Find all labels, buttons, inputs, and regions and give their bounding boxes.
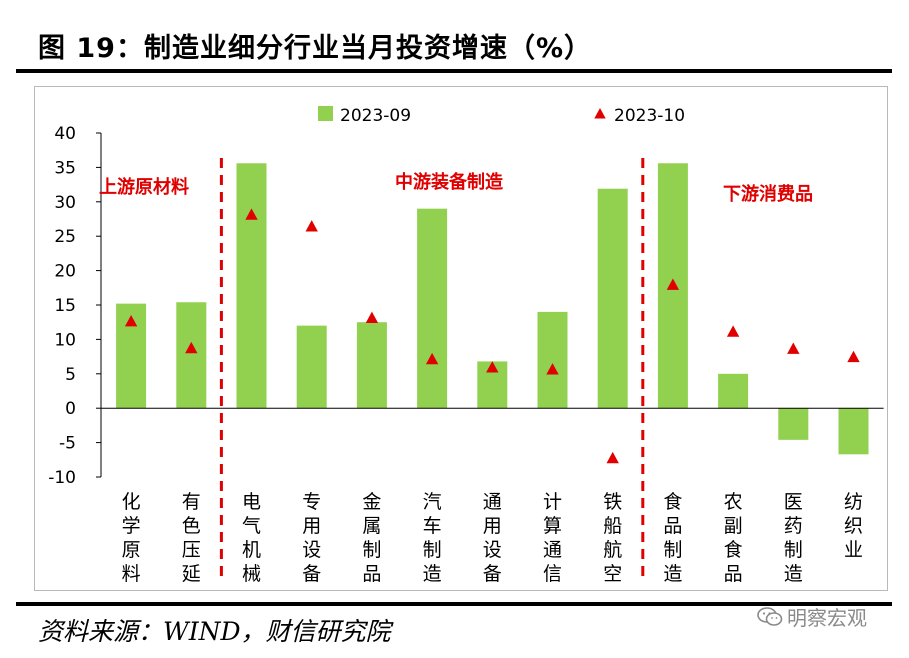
marker-2023-10	[185, 341, 198, 354]
marker-2023-10	[425, 352, 439, 365]
x-tick-label: 医药制造	[784, 491, 803, 585]
bar-2023-09	[356, 322, 387, 409]
x-tick-label: 纺织业	[844, 491, 863, 561]
bar-2023-09	[176, 302, 207, 409]
y-tick-label: 35	[54, 158, 76, 178]
y-tick-label: 30	[54, 193, 76, 213]
source-rule	[16, 602, 892, 606]
x-tick-label: 专用设备	[302, 491, 321, 585]
bar-2023-09	[417, 208, 448, 409]
chart-title: 图 19：制造业细分行业当月投资增速（%）	[38, 33, 593, 64]
marker-2023-10	[546, 363, 559, 375]
y-tick-label: 0	[65, 399, 76, 419]
marker-2023-10	[787, 342, 800, 354]
bar-2023-09	[718, 373, 749, 409]
section-label: 下游消费品	[723, 183, 813, 205]
bar-2023-09	[537, 311, 568, 409]
section-label: 上游原材料	[99, 176, 189, 198]
legend: 2023-09 2023-10	[318, 106, 685, 126]
legend-label-2023-09: 2023-09	[340, 106, 411, 126]
legend-label-2023-10: 2023-10	[614, 106, 685, 126]
watermark-text: 明察宏观	[787, 606, 867, 630]
x-tick-label: 食品制造	[663, 491, 682, 585]
marker-2023-10	[305, 220, 318, 232]
watermark: 明察宏观	[757, 602, 867, 631]
bar-2023-09	[236, 163, 267, 409]
y-tick-label: 40	[54, 124, 76, 144]
x-tick-label: 计算通信	[543, 491, 562, 585]
marker-2023-10	[726, 325, 740, 337]
y-tick-label: -5	[59, 434, 76, 454]
title-rule	[16, 69, 892, 73]
x-axis-labels: 化学原料 有色压延 电气机械 专用设备 金属制品 汽车制造 通用设备 计算通信 铁船航空 食品制造…	[122, 491, 863, 585]
x-tick-label: 化学原料	[122, 491, 141, 585]
y-tick-label: 5	[65, 365, 76, 385]
marker-2023-10	[245, 208, 258, 220]
y-tick-label: 25	[54, 227, 76, 247]
y-axis: -10 -5 0 5 10 15 20 25 30 35 40	[48, 124, 884, 488]
y-tick-label: -10	[48, 468, 76, 488]
x-tick-label: 汽车制造	[423, 491, 442, 585]
source-note: 资料来源：WIND，财信研究院	[38, 617, 391, 646]
wechat-icon	[757, 606, 783, 627]
bar-2023-09	[778, 408, 809, 440]
x-tick-label: 金属制品	[362, 491, 381, 585]
x-tick-label: 通用设备	[483, 491, 502, 585]
y-tick-label: 20	[54, 262, 76, 282]
bars-layer	[116, 163, 869, 455]
marker-2023-10	[606, 451, 619, 464]
chart-panel	[34, 86, 888, 591]
y-tick-label: 10	[54, 330, 76, 350]
marker-2023-10	[666, 278, 680, 290]
marker-2023-10	[486, 361, 499, 373]
x-tick-label: 有色压延	[182, 491, 201, 585]
marker-2023-10	[847, 350, 860, 363]
markers-layer	[124, 208, 860, 464]
x-tick-label: 农副食品	[724, 491, 743, 585]
bar-2023-09	[838, 408, 869, 455]
section-label: 中游装备制造	[395, 171, 503, 193]
x-tick-label: 铁船航空	[603, 491, 622, 585]
x-tick-label: 电气机械	[242, 491, 261, 585]
bar-2023-09	[296, 325, 327, 409]
legend-swatch-bar	[318, 106, 333, 121]
y-tick-label: 15	[54, 296, 76, 316]
marker-2023-10	[365, 311, 379, 323]
marker-2023-10	[124, 315, 138, 327]
legend-swatch-marker	[594, 108, 606, 119]
bar-2023-09	[597, 188, 628, 409]
